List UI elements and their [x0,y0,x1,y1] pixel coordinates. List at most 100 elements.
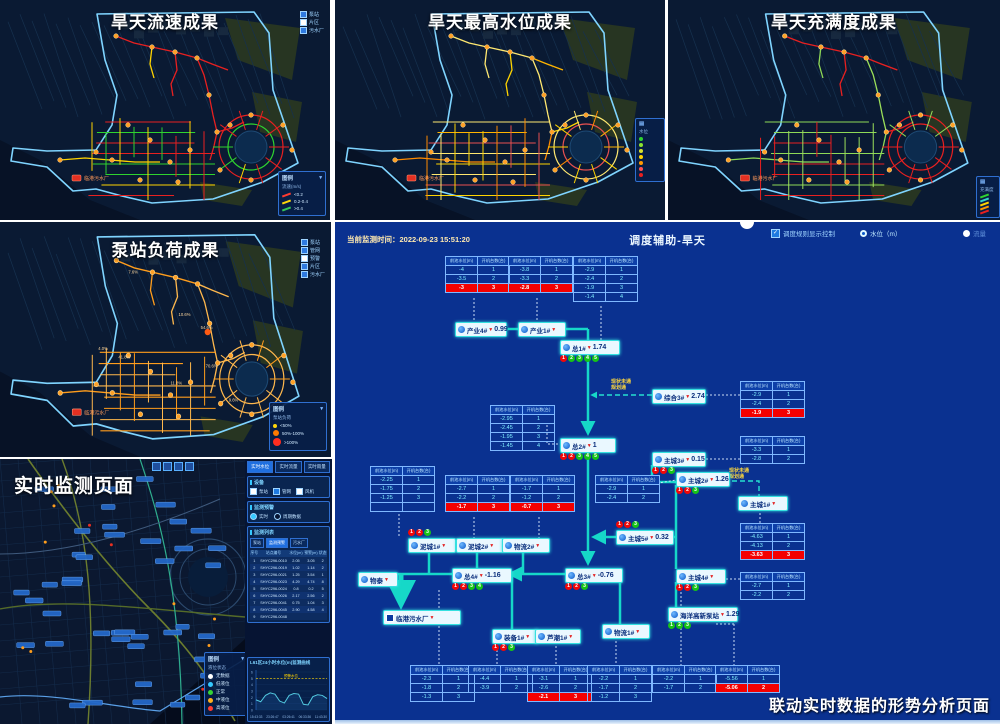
station-node-z2[interactable]: 总2# ▼ 1 [560,438,616,453]
level-drop-icon: ▼ [685,393,691,400]
station-node-nc1[interactable]: 泥城1# ▼ [408,538,456,553]
checkbox-icon[interactable] [296,488,303,495]
list-filter-button[interactable]: 监测预警 [266,538,288,548]
list-filter-button[interactable]: 泵站 [250,538,264,548]
checkbox-icon[interactable] [250,488,257,495]
station-node-mc4[interactable]: 主城4# ▼ [676,569,726,584]
svg-text:临港污水厂: 临港污水厂 [419,175,444,182]
device-checkbox[interactable]: 风机 [296,488,314,495]
station-node-z1[interactable]: 总1# ▼ 1.74 [560,340,620,355]
layer-item[interactable]: 泵站 [299,11,324,18]
flow-radio[interactable]: 流量 [963,228,986,238]
layer-checkbox[interactable] [300,239,308,246]
locate-icon[interactable] [152,462,161,471]
svg-text:预警水位: 预警水位 [284,673,298,678]
table-row[interactable]: 4 SHYC296-0023 4.29 4.74 8 [250,578,327,585]
table-row[interactable]: 7 SHYC296-0041 0.75 1.04 3 [250,599,327,606]
pump-load-map[interactable]: 临港污水厂 4.0% 7.6% 10.6% 54.6% 41.8% 70.6% 11.8% 9.… [0,222,331,457]
checkbox-icon[interactable] [273,488,280,495]
layer-item[interactable]: 预警 [300,255,325,262]
device-checkbox[interactable]: 管网 [273,488,291,495]
fullness-map[interactable]: 临港污水厂 [668,0,1000,220]
layer-checkbox[interactable] [300,263,308,270]
layer-checkbox-list[interactable]: 泵站 管网 预警 片区 污水厂 [300,238,325,279]
table-row[interactable]: 2 SHYC296-0019 1.02 1.14 2 [250,564,327,571]
layer-checkbox[interactable] [300,271,308,278]
table-row[interactable]: 9 SHYC296-0048 [250,613,327,620]
table-row[interactable]: 6 SHYC296-0026 2.17 2.56 2 [250,592,327,599]
table-row[interactable]: 8 SHYC296-0045 2.90 4.58 4 [250,606,327,613]
rule-table-row: -3.8 1 [508,265,573,275]
station-node-z4[interactable]: 总4# ▼ -1.16 [452,568,512,583]
table-row[interactable]: 1 SHYC296-0010 2.05 3.05 2 [250,557,327,564]
sidebar-tab[interactable]: 实时雨量 [303,461,330,473]
station-node-lc1[interactable]: 芦潮1# ▼ [535,629,581,644]
svg-text:1: 1 [251,702,253,706]
layer-checkbox-list[interactable]: 泵站 片区 污水厂 [299,10,324,35]
radio-off-icon[interactable] [963,229,970,237]
station-node-mc1[interactable]: 主城1# ▼ [738,496,788,511]
level-map[interactable]: 临港污水厂 [335,0,665,220]
monitor-table[interactable]: 序号 站点编号 水位(m) 预警(m) 状态 1 SHYC296-0010 2.05 3.05… [250,550,327,620]
warning-radio[interactable]: 周期数据 [274,513,301,520]
station-node-zh3[interactable]: 综合3# ▼ 2.74 [652,389,706,404]
station-node-wl1[interactable]: 物流1# ▼ [602,624,650,639]
collapse-icon[interactable]: ▾ [319,175,322,181]
sidebar-tab[interactable]: 实时水位 [247,461,274,473]
search-icon[interactable] [185,462,194,471]
layer-checkbox[interactable] [299,27,307,34]
pump-legend: 图例 ▾ 泵站负荷 <50% 50%-100% >100% [269,402,327,451]
station-node-cy4[interactable]: 产业4# ▼ 0.99 [455,322,508,337]
collapse-icon[interactable]: ▾ [241,656,244,662]
layer-item[interactable]: 污水厂 [299,27,324,34]
layer-checkbox[interactable] [299,11,307,18]
layer-item[interactable]: 泵站 [300,239,325,246]
layer-checkbox[interactable] [299,19,307,26]
station-node-wl2[interactable]: 物流2# ▼ [502,538,550,553]
rule-display-checkbox[interactable]: ✓ 调度规则显示控制 [771,228,835,238]
list-filter-button[interactable]: 污水厂 [290,538,308,548]
device-checkbox[interactable]: 泵站 [250,488,268,495]
warning-radio[interactable]: 实时 [250,513,268,520]
layer-item[interactable]: 管网 [300,247,325,254]
layer-item[interactable]: 片区 [300,263,325,270]
station-node-z3[interactable]: 总3# ▼ -0.76 [565,568,623,583]
layer-checkbox[interactable] [300,255,308,262]
legend-subtitle: 水位 [639,129,648,134]
layer-item[interactable]: 片区 [299,19,324,26]
collapse-icon[interactable]: ▾ [320,406,323,412]
map-toolbar[interactable] [150,462,194,471]
layers-icon[interactable] [174,462,183,471]
station-node-mc5[interactable]: 主城5# ▼ 0.32 [616,530,674,545]
legend-item [639,161,661,165]
dispatch-title: 调度辅助-旱天 [629,235,706,247]
table-row[interactable]: 5 SHYC296-0024 0.8 0.2 5 [250,585,327,592]
toggle-knob[interactable] [740,222,754,229]
node-value: 1.29 [725,611,740,618]
station-node-hy[interactable]: 海洋高新泵站 ▼ 1.29 [668,607,740,622]
flow-map[interactable]: 临港污水厂 [0,0,330,220]
sidebar-tab[interactable]: 实时流量 [275,461,302,473]
station-node-plant[interactable]: 临港污水厂 ▼ [383,610,461,625]
checkbox-checked-icon[interactable]: ✓ [771,228,780,238]
station-node-zb1[interactable]: 装备1# ▼ [492,629,538,644]
x-tick-label: 15:43:33 [250,715,263,719]
radio-on-icon[interactable] [860,229,867,237]
station-node-wt[interactable]: 物泰 ▼ [358,572,398,587]
measure-icon[interactable] [163,462,172,471]
station-node-cy1[interactable]: 产业1# ▼ [518,322,566,337]
layer-checkbox[interactable] [300,247,308,254]
sidebar-tabs[interactable]: 实时水位 实时流量 实时雨量 [246,461,331,473]
station-node-nc2[interactable]: 泥城2# ▼ [456,538,504,553]
radio-icon[interactable] [274,513,281,520]
table-row[interactable]: 3 SHYC296-0021 1.25 3.54 1 [250,571,327,578]
rule-table-header: 前池水位(m) [740,572,773,582]
layer-item[interactable]: 污水厂 [300,271,325,278]
station-node-mc2[interactable]: 主城2# ▼ 1.26 [676,472,730,487]
water-level-radio[interactable]: 水位（m） [860,228,901,238]
station-node-mc3[interactable]: 主城3# ▼ 0.15 [652,452,706,467]
radio-icon[interactable] [250,513,257,520]
pump-icon [495,633,502,640]
pump-load-label: 11.8% [171,380,183,385]
